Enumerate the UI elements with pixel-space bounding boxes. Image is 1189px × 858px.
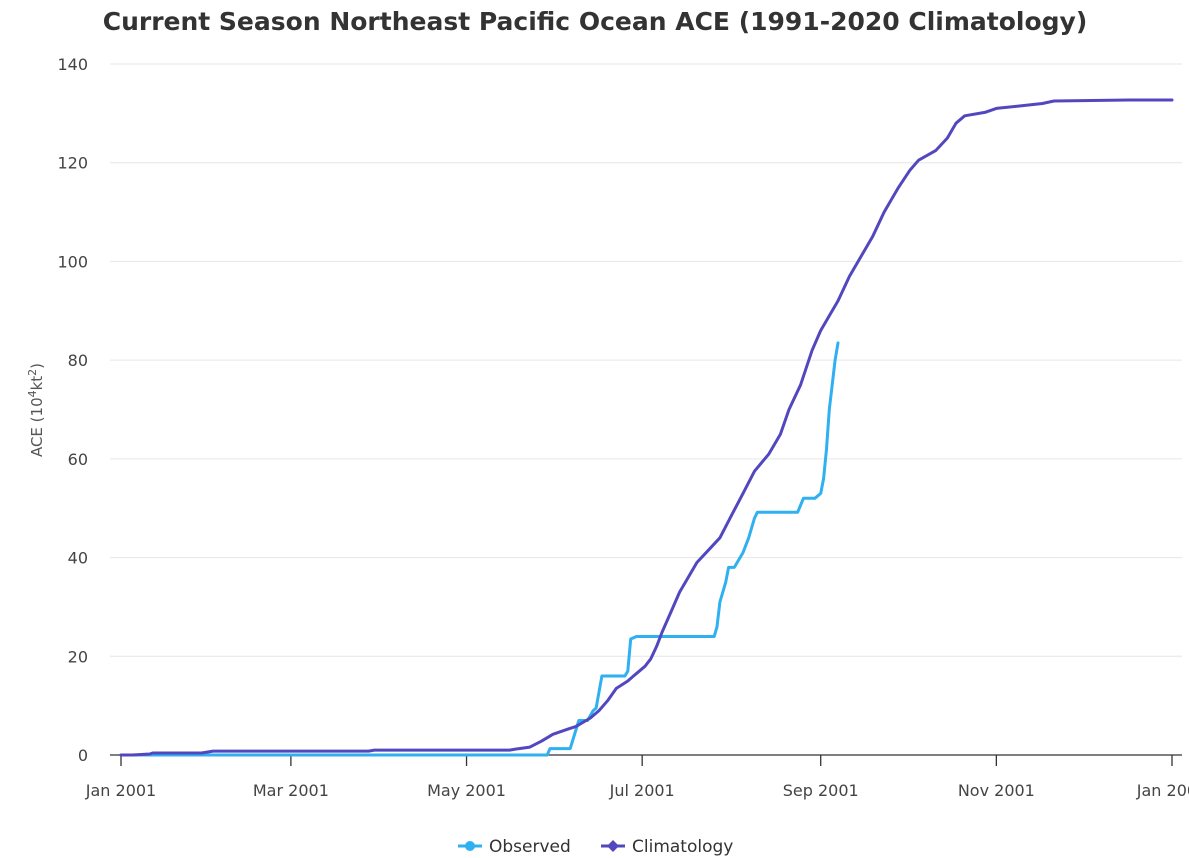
chart-title: Current Season Northeast Pacific Ocean A…: [103, 7, 1088, 36]
x-axis-ticks: Jan 2001 Mar 2001 May 2001 Jul 2001 Sep 2001…: [85, 755, 1189, 800]
y-tick-label: 80: [68, 351, 88, 370]
y-axis-ticks: 0 20 40 60 80 100 120 140: [57, 55, 88, 765]
y-tick-label: 100: [57, 252, 88, 271]
legend-marker-climatology: [607, 840, 619, 852]
legend: Observed Climatology: [458, 837, 733, 857]
y-tick-label: 0: [78, 746, 88, 765]
y-tick-label: 140: [57, 55, 88, 74]
x-tick-label: Sep 2001: [783, 781, 859, 800]
x-tick-label: Nov 2001: [958, 781, 1035, 800]
y-tick-label: 120: [57, 154, 88, 173]
x-tick-label: Mar 2001: [253, 781, 329, 800]
x-tick-label: Jul 2001: [609, 781, 675, 800]
legend-item-observed[interactable]: Observed: [458, 837, 571, 857]
legend-item-climatology[interactable]: Climatology: [601, 837, 733, 857]
legend-label-observed: Observed: [489, 837, 571, 857]
x-tick-label: May 2001: [427, 781, 506, 800]
gridlines: [110, 63, 1182, 657]
y-tick-label: 60: [68, 450, 88, 469]
x-tick-label: Jan 2001: [85, 781, 156, 800]
y-tick-label: 20: [68, 647, 88, 666]
series-line-climatology[interactable]: [119, 98, 1174, 757]
legend-marker-observed: [465, 841, 475, 851]
x-tick-label: Jan 2002: [1136, 781, 1189, 800]
series-group: [119, 98, 1174, 757]
legend-label-climatology: Climatology: [632, 837, 733, 857]
series-line-observed[interactable]: [119, 341, 840, 757]
y-axis-label: ACE (104kt2): [26, 363, 46, 457]
y-tick-label: 40: [68, 549, 88, 568]
